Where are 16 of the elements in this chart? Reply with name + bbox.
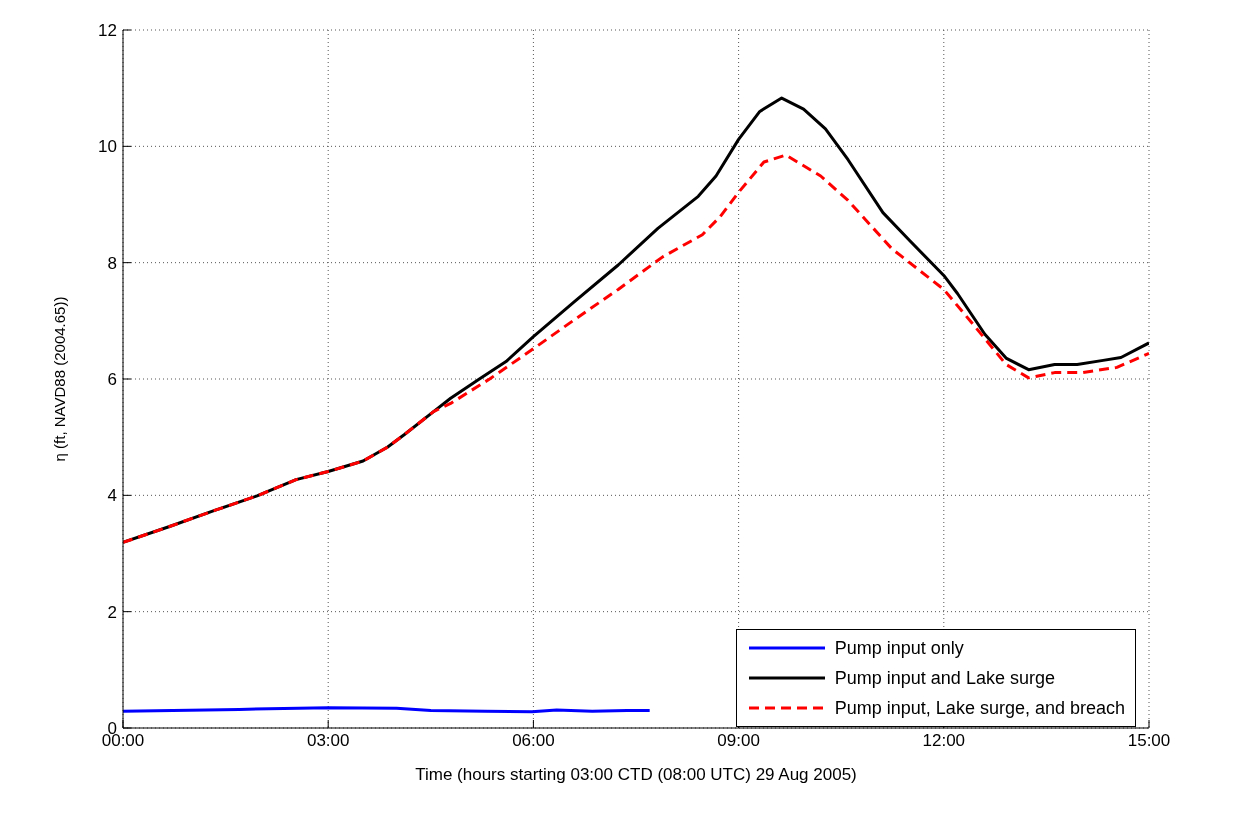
x-tick-label: 09:00 — [717, 731, 760, 751]
legend-label: Pump input, Lake surge, and breach — [834, 697, 1125, 719]
y-tick-label: 10 — [98, 137, 117, 157]
x-tick-label: 15:00 — [1127, 731, 1171, 751]
x-axis-title: Time (hours starting 03:00 CTD (08:00 UTC) 29 Aug 2005) — [415, 765, 857, 784]
y-tick-label: 6 — [107, 370, 117, 390]
x-tick-label: 03:00 — [306, 731, 350, 751]
legend-label: Pump input and Lake surge — [834, 667, 1055, 689]
y-tick-label: 4 — [107, 486, 117, 506]
x-tick-label: 06:00 — [512, 731, 555, 751]
y-tick-label: 8 — [107, 253, 117, 273]
y-tick-label: 12 — [98, 21, 117, 41]
x-tick-label: 12:00 — [922, 731, 966, 751]
y-tick-label: 2 — [107, 602, 117, 622]
legend-label: Pump input only — [834, 637, 964, 659]
y-axis-title: η (ft, NAVD88 (2004.65)) — [51, 296, 69, 462]
